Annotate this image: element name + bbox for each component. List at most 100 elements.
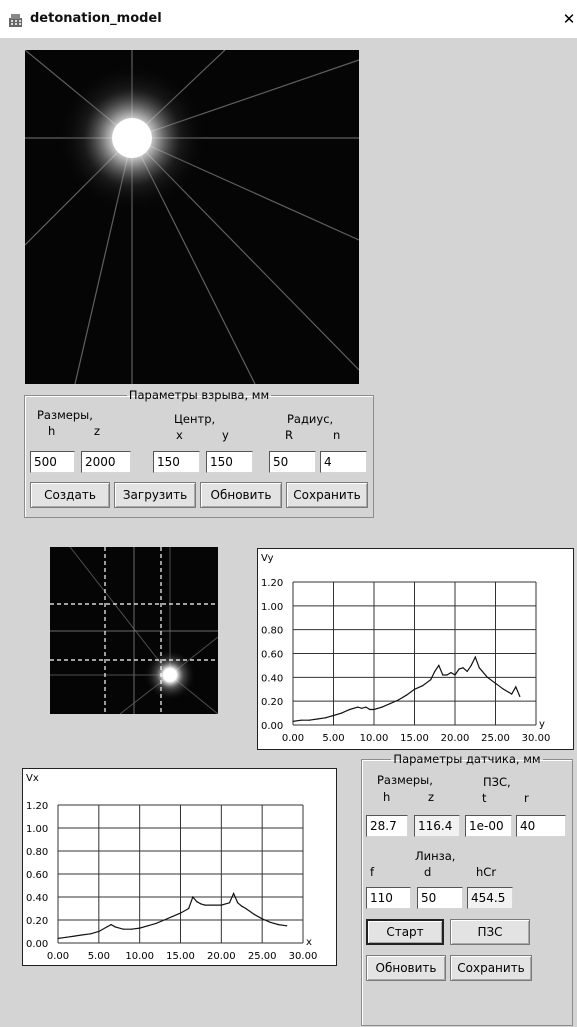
- load-button[interactable]: Загрузить: [114, 482, 196, 508]
- chart1-xtick-label: 5.00: [88, 951, 110, 962]
- chart0-ytick-label: 0.00: [261, 721, 283, 732]
- chart1-data-point: [139, 927, 141, 929]
- chart0-data-point: [519, 695, 521, 697]
- chart1-data-point: [106, 926, 108, 928]
- chart0-data-point: [511, 693, 513, 695]
- hcr-label: hCr: [476, 865, 497, 879]
- chart0-data-point: [316, 718, 318, 720]
- chart1-data-point: [220, 904, 222, 906]
- chart0-data-point: [357, 706, 359, 708]
- pzs-t-input[interactable]: 1e-00: [465, 815, 512, 837]
- center-x-input[interactable]: 150: [153, 451, 200, 473]
- chart1-ytick-label: 0.80: [26, 847, 48, 858]
- chart0-data-point: [381, 706, 383, 708]
- create-button[interactable]: Создать: [30, 482, 110, 508]
- chart1-xtick-label: 20.00: [207, 951, 236, 962]
- sensor-preview-image: [50, 547, 218, 714]
- chart1-xlabel: x: [306, 937, 312, 948]
- chart0-data-point: [369, 708, 371, 711]
- pzs-label: ПЗС,: [483, 775, 511, 789]
- chart1-data-point: [114, 926, 116, 928]
- chart0-xtick-label: 0.00: [282, 733, 304, 744]
- chart0-ytick-label: 1.20: [261, 578, 283, 589]
- explosion-preview-image: [25, 50, 359, 384]
- vy-chart-svg: 0.00 5.00 10.00 15.00 20.00 25.00 30.00 0.00 0.2…: [261, 553, 551, 744]
- chart1-xtick-label: 25.00: [248, 951, 277, 962]
- chart0-data-point: [434, 670, 436, 672]
- chart0-data-point: [454, 674, 456, 676]
- sensor-refresh-button[interactable]: Обновить: [366, 955, 446, 981]
- chart0-data-point: [361, 707, 363, 709]
- pzs-r-input[interactable]: 40: [516, 815, 566, 837]
- chart0-data-point: [450, 671, 452, 674]
- chart0-data-point: [349, 708, 351, 711]
- z-label: z: [94, 424, 101, 438]
- chart1-data-point: [122, 928, 124, 930]
- sensor-save-button[interactable]: Сохранить: [450, 955, 532, 981]
- chart1-data-point: [163, 919, 165, 921]
- chart0-ytick-label: 0.60: [261, 650, 283, 661]
- chart1-data-point: [155, 922, 157, 925]
- chart1-ytick-label: 0.60: [26, 870, 48, 881]
- refresh-button[interactable]: Обновить: [200, 482, 282, 508]
- chart0-data-point: [470, 664, 472, 667]
- start-button[interactable]: Старт: [366, 919, 444, 945]
- chart0-ytick-label: 0.80: [261, 626, 283, 637]
- sensor-h-input[interactable]: 28.7: [366, 815, 408, 837]
- chart1-ylabel: Vx: [26, 773, 39, 784]
- save-button[interactable]: Сохранить: [286, 482, 368, 508]
- chart0-data-point: [365, 706, 367, 708]
- chart1-data-point: [81, 934, 84, 936]
- h-input[interactable]: 500: [30, 451, 75, 473]
- chart1-data-point: [253, 913, 255, 915]
- chart1-data-point: [228, 902, 231, 904]
- pzs-button[interactable]: ПЗС: [450, 919, 530, 945]
- chart0-xtick-label: 30.00: [522, 733, 551, 744]
- center-y-input[interactable]: 150: [206, 451, 253, 473]
- chart0-data-point: [405, 694, 407, 696]
- explosion-parameters-group: Параметры взрыва, мм: [24, 388, 374, 518]
- chart1-data-point: [241, 905, 243, 907]
- vx-chart-svg: 0.00 5.00 10.00 15.00 20.00 25.00 30.00 0.00 0.2…: [26, 773, 318, 962]
- app-icon: [9, 14, 22, 27]
- chart0-data-point: [300, 719, 302, 721]
- sensor-h-label: h: [383, 790, 391, 804]
- chart1-data-point: [147, 925, 149, 927]
- chart1-data-point: [245, 907, 247, 910]
- chart0-data-point: [341, 712, 343, 714]
- chart1-data-point: [196, 901, 198, 903]
- z-input[interactable]: 2000: [81, 451, 131, 473]
- explosion-parameters-legend: Параметры взрыва, мм: [128, 388, 270, 402]
- chart0-data-point: [458, 668, 460, 670]
- chart0-data-point: [413, 688, 416, 690]
- chart1-ytick-label: 0.20: [26, 916, 48, 927]
- chart1-data-point: [179, 912, 182, 914]
- chart1-data-point: [98, 930, 100, 933]
- rays-n-input[interactable]: 4: [320, 451, 367, 473]
- lens-f-input[interactable]: 110: [366, 887, 411, 909]
- chart1-data-point: [204, 904, 206, 906]
- chart0-ytick-label: 1.00: [261, 602, 283, 613]
- chart0-data-point: [474, 656, 476, 658]
- chart1-data-point: [237, 902, 239, 904]
- radius-R-input[interactable]: 50: [269, 451, 316, 473]
- sizes-label: Размеры,: [37, 408, 93, 422]
- close-icon[interactable]: ✕: [562, 10, 576, 28]
- chart1-ytick-label: 1.00: [26, 824, 48, 835]
- lens-label: Линза,: [415, 849, 456, 863]
- chart0-data-point: [430, 679, 432, 681]
- vy-plot: 0.00 5.00 10.00 15.00 20.00 25.00 30.00 0.00 0.2…: [257, 548, 574, 750]
- chart0-data-point: [389, 702, 391, 705]
- chart1-xtick-label: 15.00: [166, 951, 195, 962]
- chart1-xtick-label: 30.00: [289, 951, 318, 962]
- h-label: h: [48, 424, 56, 438]
- title-bar: detonation_model ✕: [0, 0, 577, 38]
- lens-d-input[interactable]: 50: [417, 887, 463, 909]
- chart1-xtick-label: 10.00: [125, 951, 154, 962]
- chart1-data-point: [171, 915, 173, 918]
- chart0-data-point: [422, 685, 424, 687]
- chart0-xlabel: y: [539, 719, 545, 730]
- chart0-ytick-label: 0.40: [261, 673, 283, 684]
- f-label: f: [370, 865, 375, 879]
- chart0-ylabel: Vy: [261, 553, 274, 564]
